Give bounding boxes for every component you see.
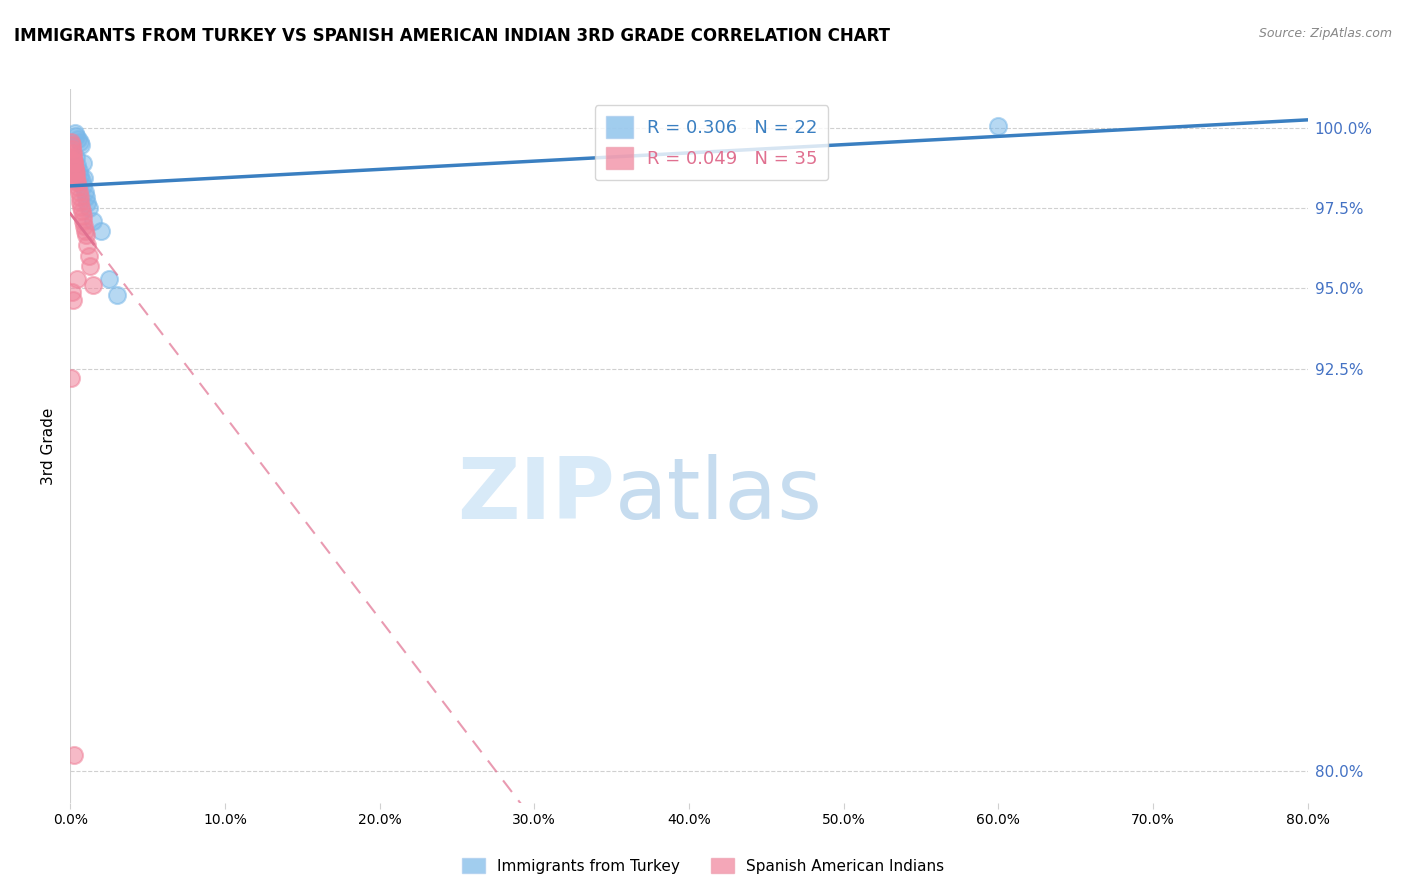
Point: [65, 150, 87, 164]
Point: [73, 224, 96, 238]
Point: [60, 142, 83, 156]
Point: [69, 135, 91, 149]
Point: [65, 170, 87, 185]
Point: [79, 259, 101, 273]
Point: [72, 209, 94, 223]
Point: [66, 158, 89, 172]
Point: [60, 138, 83, 153]
Text: IMMIGRANTS FROM TURKEY VS SPANISH AMERICAN INDIAN 3RD GRADE CORRELATION CHART: IMMIGRANTS FROM TURKEY VS SPANISH AMERIC…: [14, 27, 890, 45]
Point: [60, 371, 83, 385]
Legend: Immigrants from Turkey, Spanish American Indians: Immigrants from Turkey, Spanish American…: [456, 852, 950, 880]
Point: [105, 288, 128, 302]
Point: [73, 185, 96, 199]
Point: [67, 164, 90, 178]
Point: [76, 196, 98, 211]
Point: [66, 176, 89, 190]
Text: Source: ZipAtlas.com: Source: ZipAtlas.com: [1258, 27, 1392, 40]
Point: [70, 200, 93, 214]
Point: [987, 119, 1010, 133]
Point: [62, 293, 84, 307]
Point: [98, 272, 120, 286]
Point: [65, 174, 87, 188]
Y-axis label: 3rd Grade: 3rd Grade: [41, 408, 56, 484]
Legend: R = 0.306   N = 22, R = 0.049   N = 35: R = 0.306 N = 22, R = 0.049 N = 35: [595, 105, 828, 180]
Point: [75, 228, 97, 243]
Point: [69, 169, 91, 183]
Point: [63, 747, 86, 762]
Point: [63, 161, 86, 175]
Point: [90, 224, 112, 238]
Point: [72, 156, 94, 170]
Point: [63, 156, 86, 170]
Point: [77, 201, 100, 215]
Point: [60, 135, 83, 149]
Point: [73, 219, 96, 233]
Point: [82, 214, 105, 228]
Point: [62, 153, 84, 167]
Point: [62, 150, 84, 164]
Point: [67, 185, 90, 199]
Point: [63, 162, 86, 177]
Point: [73, 170, 96, 185]
Point: [67, 180, 90, 194]
Point: [65, 167, 87, 181]
Point: [77, 249, 100, 263]
Point: [67, 132, 90, 146]
Point: [70, 174, 93, 188]
Point: [62, 154, 84, 169]
Point: [63, 126, 86, 140]
Point: [60, 285, 83, 299]
Point: [65, 166, 87, 180]
Point: [72, 214, 94, 228]
Text: ZIP: ZIP: [457, 454, 614, 538]
Point: [75, 190, 97, 204]
Point: [66, 272, 89, 286]
Point: [69, 190, 91, 204]
Point: [62, 146, 84, 161]
Point: [82, 278, 105, 293]
Point: [72, 178, 94, 193]
Point: [70, 204, 93, 219]
Point: [65, 128, 87, 143]
Text: atlas: atlas: [614, 454, 823, 538]
Point: [76, 238, 98, 252]
Point: [70, 138, 93, 153]
Point: [69, 194, 91, 209]
